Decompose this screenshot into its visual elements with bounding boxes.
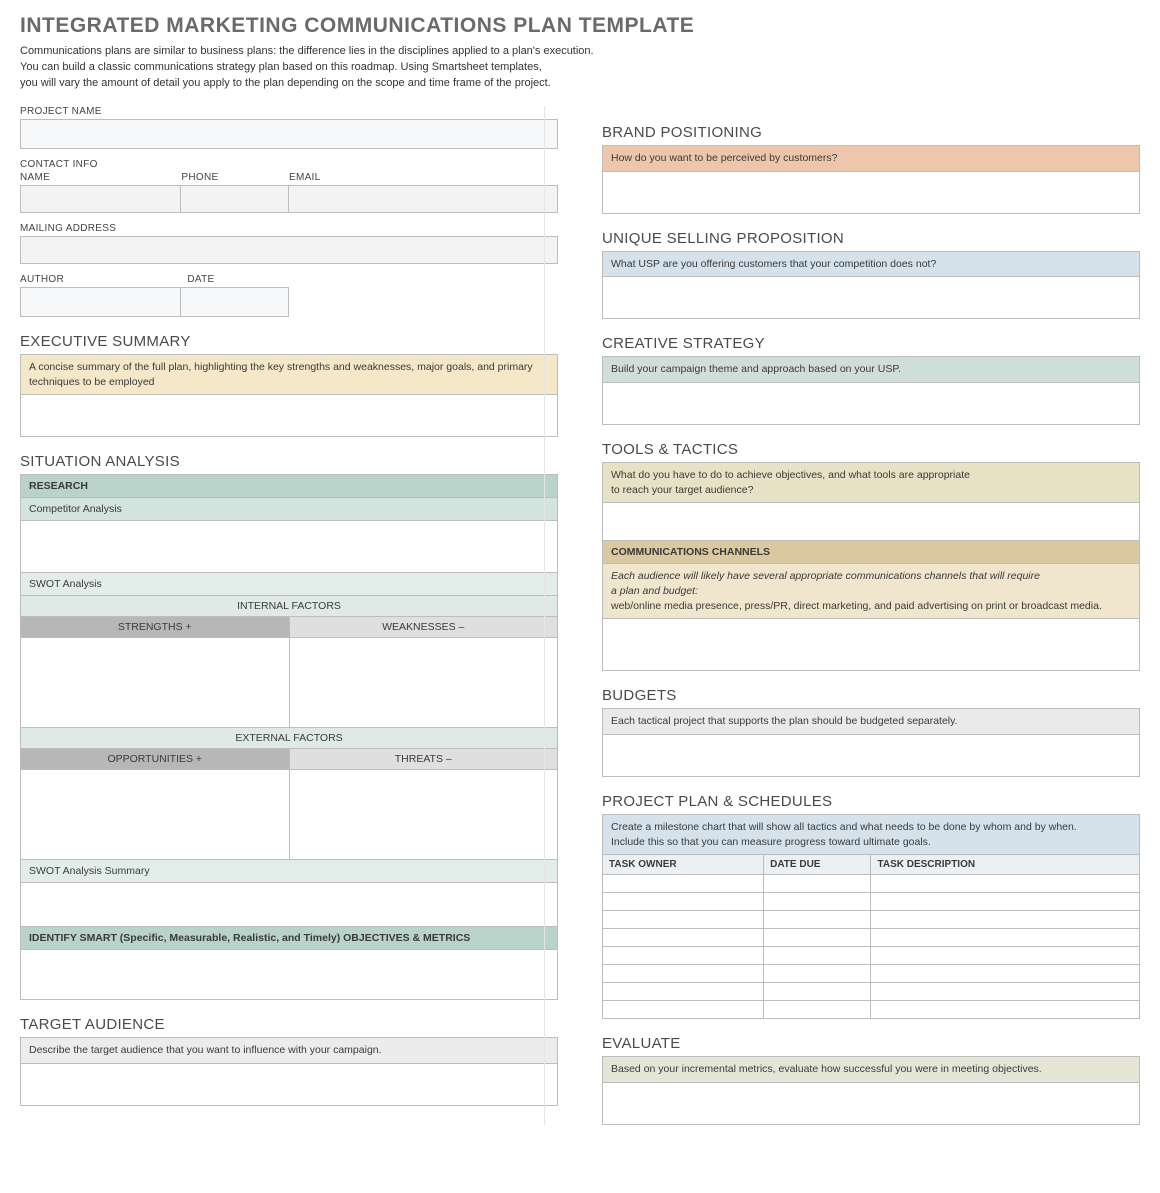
competitor-analysis-input[interactable] bbox=[20, 521, 558, 573]
phone-input[interactable] bbox=[181, 185, 289, 213]
swot-analysis-header: SWOT Analysis bbox=[20, 573, 558, 596]
label-date: DATE bbox=[181, 274, 289, 285]
threats-header: THREATS – bbox=[289, 749, 558, 770]
table-row[interactable] bbox=[603, 983, 1140, 1001]
tools-input[interactable] bbox=[602, 503, 1140, 541]
label-phone: PHONE bbox=[181, 172, 289, 183]
budgets-hint: Each tactical project that supports the … bbox=[602, 708, 1140, 735]
heading-budgets: BUDGETS bbox=[602, 687, 1140, 704]
label-author: AUTHOR bbox=[20, 274, 181, 285]
heading-executive-summary: EXECUTIVE SUMMARY bbox=[20, 333, 558, 350]
tools-hint: What do you have to do to achieve object… bbox=[602, 462, 1140, 503]
brand-positioning-input[interactable] bbox=[602, 172, 1140, 214]
name-input[interactable] bbox=[20, 185, 181, 213]
opportunities-input[interactable] bbox=[21, 770, 290, 860]
heading-usp: UNIQUE SELLING PROPOSITION bbox=[602, 230, 1140, 247]
heading-tools-tactics: TOOLS & TACTICS bbox=[602, 441, 1140, 458]
opportunities-header: OPPORTUNITIES + bbox=[21, 749, 290, 770]
comm-channels-input[interactable] bbox=[602, 619, 1140, 671]
swot-summary-header: SWOT Analysis Summary bbox=[20, 860, 558, 883]
swot-table: INTERNAL FACTORS STRENGTHS + WEAKNESSES … bbox=[20, 596, 558, 860]
page-title: INTEGRATED MARKETING COMMUNICATIONS PLAN… bbox=[20, 14, 1140, 38]
target-audience-input[interactable] bbox=[20, 1064, 558, 1106]
project-plan-table: TASK OWNER DATE DUE TASK DESCRIPTION bbox=[602, 854, 1140, 1019]
weaknesses-header: WEAKNESSES – bbox=[289, 617, 558, 638]
table-row[interactable] bbox=[603, 965, 1140, 983]
right-column: BRAND POSITIONING How do you want to be … bbox=[602, 106, 1140, 1125]
email-input[interactable] bbox=[289, 185, 558, 213]
heading-evaluate: EVALUATE bbox=[602, 1035, 1140, 1052]
heading-brand-positioning: BRAND POSITIONING bbox=[602, 124, 1140, 141]
competitor-analysis-header: Competitor Analysis bbox=[20, 498, 558, 521]
research-header: RESEARCH bbox=[20, 474, 558, 498]
project-name-input[interactable] bbox=[20, 119, 558, 149]
table-row[interactable] bbox=[603, 875, 1140, 893]
col-date-due: DATE DUE bbox=[764, 855, 871, 875]
strengths-header: STRENGTHS + bbox=[21, 617, 290, 638]
heading-project-plan: PROJECT PLAN & SCHEDULES bbox=[602, 793, 1140, 810]
intro-text: Communications plans are similar to busi… bbox=[20, 44, 1140, 92]
smart-objectives-input[interactable] bbox=[20, 950, 558, 1000]
weaknesses-input[interactable] bbox=[289, 638, 558, 728]
table-row[interactable] bbox=[603, 893, 1140, 911]
table-row[interactable] bbox=[603, 911, 1140, 929]
smart-objectives-header: IDENTIFY SMART (Specific, Measurable, Re… bbox=[20, 927, 558, 950]
evaluate-hint: Based on your incremental metrics, evalu… bbox=[602, 1056, 1140, 1083]
threats-input[interactable] bbox=[289, 770, 558, 860]
target-audience-hint: Describe the target audience that you wa… bbox=[20, 1037, 558, 1064]
date-input[interactable] bbox=[181, 287, 289, 317]
heading-situation-analysis: SITUATION ANALYSIS bbox=[20, 453, 558, 470]
label-contact-info: CONTACT INFO bbox=[20, 159, 558, 170]
brand-positioning-hint: How do you want to be perceived by custo… bbox=[602, 145, 1140, 172]
exec-summary-hint: A concise summary of the full plan, high… bbox=[20, 354, 558, 395]
col-task-description: TASK DESCRIPTION bbox=[871, 855, 1140, 875]
table-row[interactable] bbox=[603, 1001, 1140, 1019]
label-mailing-address: MAILING ADDRESS bbox=[20, 223, 558, 234]
column-divider bbox=[544, 106, 545, 1125]
budgets-input[interactable] bbox=[602, 735, 1140, 777]
creative-strategy-input[interactable] bbox=[602, 383, 1140, 425]
swot-summary-input[interactable] bbox=[20, 883, 558, 927]
comm-channels-hint: Each audience will likely have several a… bbox=[602, 564, 1140, 619]
project-plan-hint: Create a milestone chart that will show … bbox=[602, 814, 1140, 855]
heading-creative-strategy: CREATIVE STRATEGY bbox=[602, 335, 1140, 352]
author-input[interactable] bbox=[20, 287, 181, 317]
table-row[interactable] bbox=[603, 929, 1140, 947]
label-email: EMAIL bbox=[289, 172, 558, 183]
label-project-name: PROJECT NAME bbox=[20, 106, 558, 117]
strengths-input[interactable] bbox=[21, 638, 290, 728]
mailing-address-input[interactable] bbox=[20, 236, 558, 264]
exec-summary-input[interactable] bbox=[20, 395, 558, 437]
usp-input[interactable] bbox=[602, 277, 1140, 319]
evaluate-input[interactable] bbox=[602, 1083, 1140, 1125]
left-column: PROJECT NAME CONTACT INFO NAME PHONE EMA… bbox=[20, 106, 558, 1125]
comm-channels-header: COMMUNICATIONS CHANNELS bbox=[602, 541, 1140, 564]
table-row[interactable] bbox=[603, 947, 1140, 965]
creative-strategy-hint: Build your campaign theme and approach b… bbox=[602, 356, 1140, 383]
col-task-owner: TASK OWNER bbox=[603, 855, 764, 875]
heading-target-audience: TARGET AUDIENCE bbox=[20, 1016, 558, 1033]
usp-hint: What USP are you offering customers that… bbox=[602, 251, 1140, 278]
internal-factors-header: INTERNAL FACTORS bbox=[21, 596, 558, 617]
label-name: NAME bbox=[20, 172, 181, 183]
external-factors-header: EXTERNAL FACTORS bbox=[21, 728, 558, 749]
